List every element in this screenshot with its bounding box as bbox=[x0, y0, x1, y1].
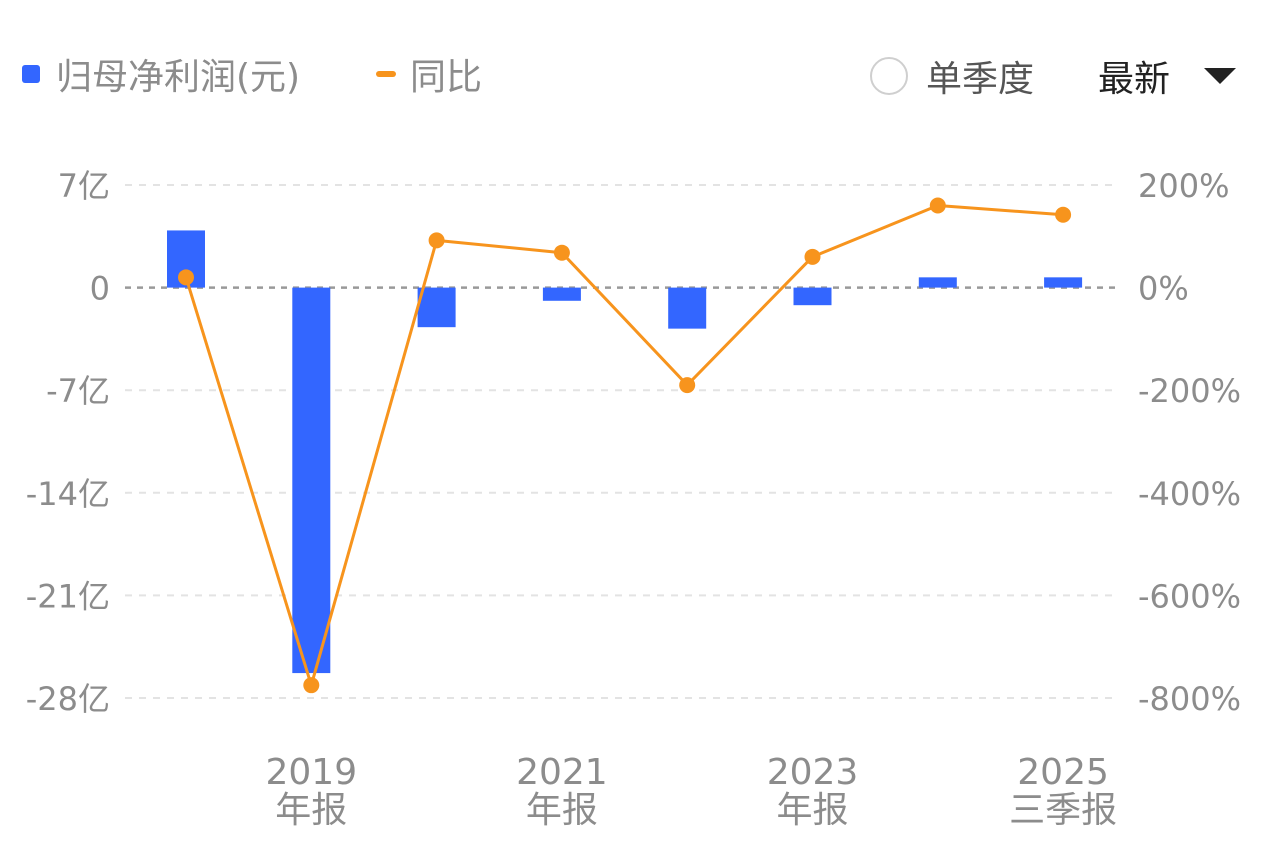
left-axis-tick-label: -28亿 bbox=[26, 680, 110, 718]
yoy-point bbox=[929, 197, 946, 214]
yoy-point bbox=[428, 232, 445, 249]
line-layer bbox=[178, 197, 1072, 694]
yoy-point bbox=[553, 244, 570, 261]
x-axis-year-label: 2023 bbox=[767, 752, 859, 793]
dropdown-caret-icon[interactable] bbox=[1204, 68, 1237, 84]
legend-net-profit-label: 归母净利润(元) bbox=[56, 57, 301, 98]
legend-line-swatch bbox=[376, 71, 396, 77]
yoy-line bbox=[184, 204, 1064, 687]
right-axis-tick-label: 200% bbox=[1138, 167, 1229, 205]
x-axis-year-label: 2019 bbox=[265, 752, 357, 793]
net-profit-bar bbox=[542, 287, 581, 301]
x-axis-period-label: 年报 bbox=[275, 790, 347, 831]
chart-header: 归母净利润(元) 同比 单季度 最新 bbox=[0, 0, 1272, 150]
net-profit-bar bbox=[292, 287, 331, 674]
legend-yoy-label: 同比 bbox=[410, 57, 483, 98]
x-axis-period-label: 年报 bbox=[526, 790, 598, 831]
left-axis-tick-label: 7亿 bbox=[58, 167, 110, 205]
legend-item-net-profit[interactable]: 归母净利润(元) bbox=[22, 48, 300, 100]
right-axis-tick-label: -200% bbox=[1138, 372, 1241, 410]
left-axis-tick-label: 0 bbox=[90, 270, 110, 308]
legend-bar-swatch bbox=[22, 65, 40, 83]
yoy-point bbox=[679, 377, 696, 394]
yoy-point bbox=[303, 677, 320, 694]
right-axis-tick-label: -400% bbox=[1138, 475, 1241, 513]
x-axis-year-label: 2025 bbox=[1017, 752, 1109, 793]
x-axis-period-label: 年报 bbox=[776, 790, 848, 831]
x-axis-year-label: 2021 bbox=[516, 752, 608, 793]
bar-layer bbox=[167, 230, 1083, 674]
net-profit-bar bbox=[918, 277, 957, 288]
x-axis-period-label: 三季报 bbox=[1009, 790, 1117, 831]
period-select-label: 最新 bbox=[1098, 59, 1171, 100]
left-axis-tick-label: -7亿 bbox=[46, 372, 110, 410]
right-axis-tick-label: 0% bbox=[1138, 270, 1189, 308]
left-axis-tick-label: -14亿 bbox=[26, 475, 110, 513]
axis-layer: 7亿 0 -7亿 -14亿 -21亿 -28亿 200% 0% -200% -400% -600% -… bbox=[26, 167, 1241, 831]
net-profit-bar bbox=[417, 287, 456, 328]
left-axis-tick-label: -21亿 bbox=[26, 577, 110, 615]
net-profit-bar bbox=[668, 287, 707, 329]
legend-item-yoy[interactable]: 同比 bbox=[376, 48, 482, 100]
net-profit-bar bbox=[793, 287, 832, 306]
radio-circle-icon[interactable] bbox=[870, 57, 908, 95]
net-profit-bar bbox=[1044, 277, 1083, 288]
yoy-point bbox=[178, 269, 194, 286]
grid-layer bbox=[125, 184, 1115, 699]
period-select[interactable]: 最新 bbox=[1098, 50, 1237, 102]
right-axis-tick-label: -800% bbox=[1138, 680, 1241, 718]
single-quarter-toggle[interactable]: 单季度 bbox=[870, 50, 1034, 102]
single-quarter-label: 单季度 bbox=[926, 59, 1035, 100]
yoy-point bbox=[804, 248, 821, 265]
yoy-point bbox=[1055, 206, 1072, 223]
right-axis-tick-label: -600% bbox=[1138, 577, 1241, 615]
